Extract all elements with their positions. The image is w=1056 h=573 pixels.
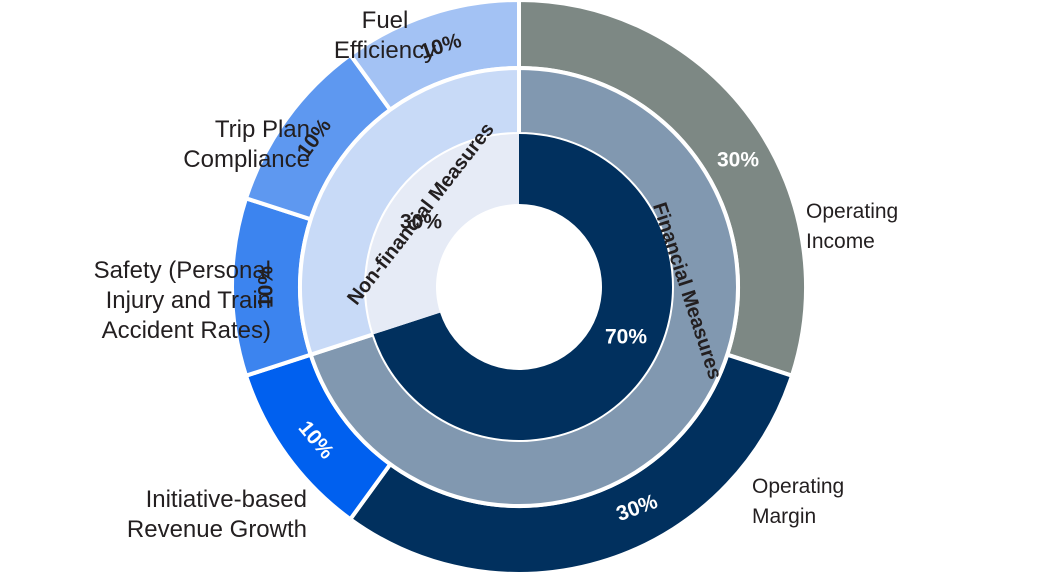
label-safety: Safety (Personal Injury and Train Accide…: [93, 257, 271, 344]
inner-slice-financial-measures: [373, 134, 673, 440]
label-fuel-efficiency: Fuel Efficiency: [333, 7, 437, 64]
label-trip-plan: Trip Plan Compliance: [183, 116, 310, 173]
inner-label-non-financial-measures: 30%: [400, 211, 442, 234]
inner-label-financial-measures: 70%: [605, 326, 647, 349]
outer-label-operating-income: 30%: [717, 149, 759, 172]
label-operating-margin: Operating Margin: [752, 475, 845, 528]
label-operating-income: Operating Income: [806, 200, 899, 253]
label-revenue-growth: Initiative-based Revenue Growth: [126, 486, 307, 543]
inner-ring: [366, 134, 673, 440]
inner-slice-non-financial-measures: [366, 134, 519, 335]
outer-label-safety-personal-injury-and-train-accident-rates: 10%: [255, 266, 278, 308]
